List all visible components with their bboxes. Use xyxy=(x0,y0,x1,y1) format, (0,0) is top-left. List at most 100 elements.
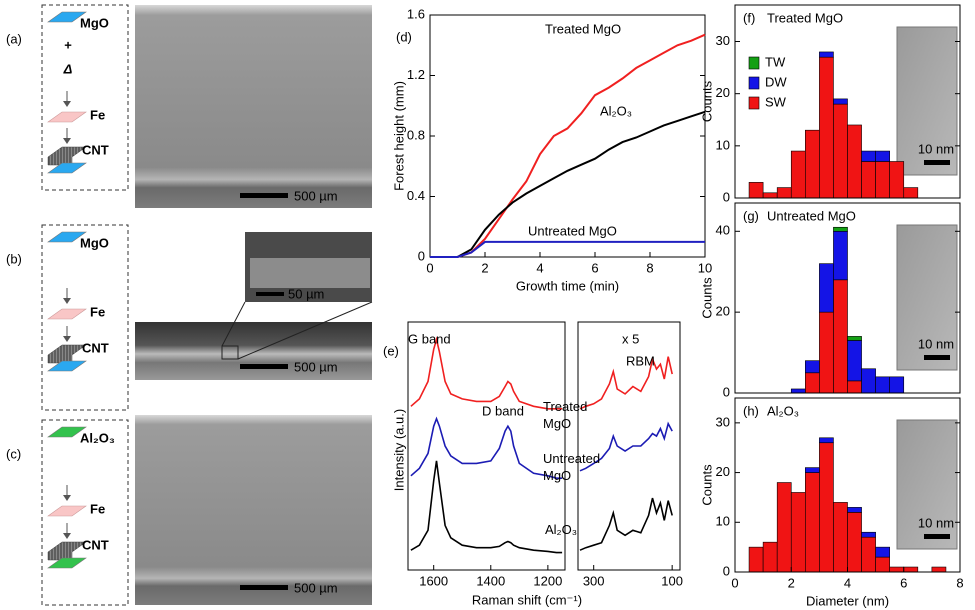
x-tick-label: 0 xyxy=(426,260,433,275)
treatment-symbol: + xyxy=(64,37,72,52)
histogram-bar xyxy=(833,279,848,394)
histogram-bar xyxy=(861,531,876,538)
spectrum xyxy=(410,336,563,410)
y-axis-label: Forest height (mm) xyxy=(391,81,406,191)
y-tick-label: 40 xyxy=(716,223,730,238)
scale-bar xyxy=(924,160,950,165)
histogram-bar xyxy=(833,98,848,105)
y-tick-label: 20 xyxy=(716,85,730,100)
series-label: Untreated MgO xyxy=(543,451,601,483)
tem-inset xyxy=(896,419,958,550)
y-tick-label: 30 xyxy=(716,33,730,48)
x-tick-label: 2 xyxy=(481,260,488,275)
arrow-head xyxy=(63,101,71,107)
histogram-bar xyxy=(805,467,820,473)
spectrum xyxy=(410,460,563,554)
arrow-head xyxy=(63,138,71,144)
sem-image xyxy=(135,5,372,208)
y-tick-label: 0 xyxy=(723,563,730,578)
x-tick-label: 1600 xyxy=(419,573,448,588)
treatment-symbol: Δ xyxy=(63,61,73,76)
substrate-label: MgO xyxy=(80,15,109,30)
product-label: CNT xyxy=(82,537,109,552)
substrate-base xyxy=(47,162,87,174)
x-tick-label: 1400 xyxy=(476,573,505,588)
histogram-bar xyxy=(833,230,848,281)
legend-swatch xyxy=(748,96,760,110)
substrate-base xyxy=(47,360,87,372)
line-series xyxy=(430,110,706,258)
series-label: Al₂O₃ xyxy=(600,103,632,118)
scale-bar-label: 500 µm xyxy=(294,580,338,595)
histogram-bar xyxy=(875,546,890,558)
histogram-bar xyxy=(805,472,820,573)
panel-label: (h) xyxy=(743,403,759,418)
substrate-label: MgO xyxy=(80,235,109,250)
series-label: Treated MgO xyxy=(545,21,621,36)
histogram-bar xyxy=(776,482,792,573)
substrate xyxy=(47,11,87,23)
axes-frame xyxy=(577,321,681,571)
histogram-bar xyxy=(861,368,876,394)
histogram-bar xyxy=(847,512,862,573)
x-axis-label: Diameter (nm) xyxy=(806,593,889,608)
cnt-forest xyxy=(47,344,87,364)
catalyst-label: Fe xyxy=(90,107,105,122)
y-axis-label: Counts xyxy=(699,277,714,319)
scale-bar-label: 10 nm xyxy=(918,141,954,156)
x-tick-label: 4 xyxy=(844,575,851,590)
substrate-label: Al₂O₃ xyxy=(80,430,115,445)
histogram-bar xyxy=(819,51,834,58)
x-tick-label: 100 xyxy=(661,573,683,588)
y-tick-label: 0 xyxy=(723,384,730,399)
sem-inset-band xyxy=(250,258,370,288)
y-axis-label: Intensity (a.u.) xyxy=(391,409,406,491)
y-tick-label: 1.6 xyxy=(407,6,425,21)
histogram-bar xyxy=(833,226,848,232)
histogram-bar xyxy=(847,380,862,394)
histogram-bar xyxy=(833,103,848,199)
panel-title: Treated MgO xyxy=(767,10,843,25)
histogram-bar xyxy=(903,566,919,573)
y-tick-label: 20 xyxy=(716,464,730,479)
x-axis-label: Growth time (min) xyxy=(516,278,619,293)
x-tick-label: 0 xyxy=(731,575,738,590)
substrate xyxy=(47,231,87,243)
panel-label: (c) xyxy=(6,446,21,461)
scale-bar-label: 10 nm xyxy=(918,336,954,351)
zoom-line xyxy=(221,301,246,347)
y-tick-label: 10 xyxy=(716,514,730,529)
y-tick-label: 0 xyxy=(723,189,730,204)
panel-title: Untreated MgO xyxy=(767,208,856,223)
x-tick-label: 4 xyxy=(536,260,543,275)
histogram-bar xyxy=(875,161,890,199)
x-tick-label: 10 xyxy=(698,260,712,275)
histogram-bar xyxy=(875,556,890,573)
substrate xyxy=(47,426,87,438)
histogram-bar xyxy=(819,263,834,313)
scale-bar-label: 50 µm xyxy=(288,286,324,301)
series-label: Al₂O₃ xyxy=(545,522,578,537)
catalyst-label: Fe xyxy=(90,304,105,319)
histogram-bar xyxy=(847,340,862,382)
series-label: Treated MgO xyxy=(543,399,588,431)
axes-frame xyxy=(734,202,961,394)
catalyst xyxy=(47,505,87,517)
y-tick-label: 0.8 xyxy=(407,127,425,142)
histogram-bar xyxy=(776,187,792,199)
histogram-bar xyxy=(861,161,876,199)
axes-frame xyxy=(407,321,566,571)
schematic-frame xyxy=(41,4,129,191)
annotation: x 5 xyxy=(622,331,639,346)
histogram-bar xyxy=(847,336,862,341)
scale-bar xyxy=(924,355,950,360)
y-tick-label: 1.2 xyxy=(407,67,425,82)
axes-frame xyxy=(429,14,706,258)
line-series xyxy=(430,240,705,258)
histogram-bar xyxy=(819,442,834,573)
legend-swatch xyxy=(748,56,760,70)
histogram-bar xyxy=(748,182,764,199)
histogram-bar xyxy=(819,56,834,199)
